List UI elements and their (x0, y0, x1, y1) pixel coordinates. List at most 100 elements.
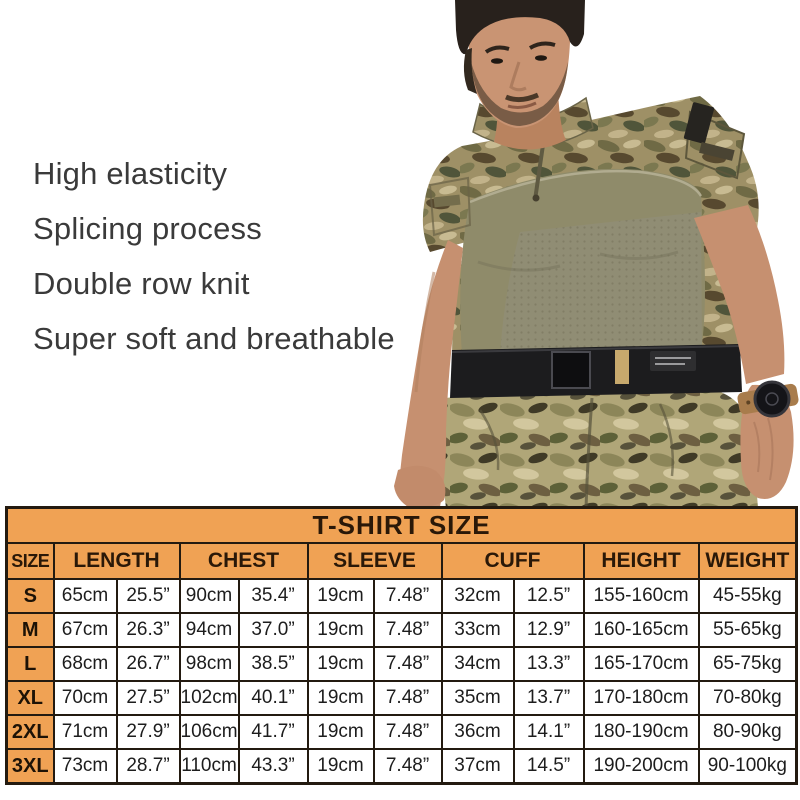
table-cell: 73cm (52, 748, 118, 785)
table-row: 2XL 71cm 27.9” 106cm 41.7” 19cm 7.48” 36… (5, 714, 798, 750)
table-cell: 26.7” (115, 646, 181, 682)
table-cell: 7.48” (372, 748, 443, 785)
table-cell: 165-170cm (582, 646, 700, 682)
mesh-panel (500, 212, 702, 354)
table-cell: 37.0” (237, 612, 309, 648)
watch-face (753, 380, 791, 418)
table-cell: 35cm (440, 680, 515, 716)
table-cell: 90-100kg (697, 748, 798, 785)
table-cell: 35.4” (237, 578, 309, 614)
col-header-chest: CHEST (178, 542, 309, 580)
table-cell: 34cm (440, 646, 515, 682)
table-cell: 70-80kg (697, 680, 798, 716)
hair (455, 0, 585, 55)
table-cell: 36cm (440, 714, 515, 750)
table-cell: 80-90kg (697, 714, 798, 750)
table-cell: 71cm (52, 714, 118, 750)
table-cell: 7.48” (372, 714, 443, 750)
size-label-cell: XL (5, 680, 55, 716)
belt-label (650, 351, 696, 371)
table-cell: 180-190cm (582, 714, 700, 750)
table-cell: 65-75kg (697, 646, 798, 682)
table-cell: 19cm (306, 714, 375, 750)
camo-trousers (442, 386, 758, 509)
table-cell: 13.3” (512, 646, 585, 682)
table-cell: 68cm (52, 646, 118, 682)
table-cell: 28.7” (115, 748, 181, 785)
size-table: T-SHIRT SIZE SIZE LENGTH CHEST SLEEVE CU… (5, 506, 799, 785)
table-cell: 32cm (440, 578, 515, 614)
table-cell: 70cm (52, 680, 118, 716)
belt-buckle (551, 351, 591, 389)
feature-list: High elasticity Splicing process Double … (33, 146, 395, 366)
table-cell: 7.48” (372, 612, 443, 648)
table-cell: 19cm (306, 680, 375, 716)
size-label-cell: 2XL (5, 714, 55, 750)
table-cell: 55-65kg (697, 612, 798, 648)
model-head (455, 0, 585, 150)
table-cell: 110cm (178, 748, 240, 785)
table-cell: 12.5” (512, 578, 585, 614)
table-cell: 7.48” (372, 646, 443, 682)
table-row: 3XL 73cm 28.7” 110cm 43.3” 19cm 7.48” 37… (5, 748, 798, 785)
col-header-height: HEIGHT (582, 542, 700, 580)
belt-keeper (615, 350, 629, 384)
table-cell: 26.3” (115, 612, 181, 648)
table-title-row: T-SHIRT SIZE (5, 506, 798, 544)
size-label-cell: M (5, 612, 55, 648)
col-header-length: LENGTH (52, 542, 181, 580)
model-left-arm (694, 205, 799, 499)
table-cell: 27.9” (115, 714, 181, 750)
size-label-cell: 3XL (5, 748, 55, 785)
product-photo (394, 0, 799, 509)
table-cell: 33cm (440, 612, 515, 648)
table-row: S 65cm 25.5” 90cm 35.4” 19cm 7.48” 32cm … (5, 578, 798, 614)
table-cell: 45-55kg (697, 578, 798, 614)
table-cell: 14.1” (512, 714, 585, 750)
table-cell: 90cm (178, 578, 240, 614)
table-title: T-SHIRT SIZE (5, 506, 798, 544)
table-cell: 38.5” (237, 646, 309, 682)
table-cell: 13.7” (512, 680, 585, 716)
table-cell: 19cm (306, 646, 375, 682)
table-cell: 67cm (52, 612, 118, 648)
camo-shirt (422, 96, 759, 358)
table-cell: 65cm (52, 578, 118, 614)
table-cell: 7.48” (372, 578, 443, 614)
table-cell: 19cm (306, 578, 375, 614)
table-row: M 67cm 26.3” 94cm 37.0” 19cm 7.48” 33cm … (5, 612, 798, 648)
zipper (533, 137, 546, 201)
table-row: L 68cm 26.7” 98cm 38.5” 19cm 7.48” 34cm … (5, 646, 798, 682)
table-row: XL 70cm 27.5” 102cm 40.1” 19cm 7.48” 35c… (5, 680, 798, 716)
tactical-belt (450, 344, 742, 398)
table-cell: 160-165cm (582, 612, 700, 648)
col-header-size: SIZE (5, 542, 55, 580)
right-hand (394, 465, 446, 508)
table-cell: 41.7” (237, 714, 309, 750)
col-header-cuff: CUFF (440, 542, 585, 580)
table-cell: 37cm (440, 748, 515, 785)
feature-line: Super soft and breathable (33, 321, 395, 356)
left-sleeve-pocket (428, 176, 472, 237)
table-cell: 25.5” (115, 578, 181, 614)
col-header-sleeve: SLEEVE (306, 542, 443, 580)
table-cell: 106cm (178, 714, 240, 750)
table-cell: 190-200cm (582, 748, 700, 785)
model-right-arm (394, 240, 463, 509)
table-cell: 19cm (306, 748, 375, 785)
feature-line: Splicing process (33, 211, 262, 246)
table-cell: 102cm (178, 680, 240, 716)
table-cell: 94cm (178, 612, 240, 648)
feature-line: Double row knit (33, 266, 250, 301)
table-cell: 40.1” (237, 680, 309, 716)
table-cell: 12.9” (512, 612, 585, 648)
col-header-weight: WEIGHT (697, 542, 798, 580)
table-cell: 155-160cm (582, 578, 700, 614)
table-cell: 19cm (306, 612, 375, 648)
size-label-cell: L (5, 646, 55, 682)
table-header-row: SIZE LENGTH CHEST SLEEVE CUFF HEIGHT WEI… (5, 542, 798, 580)
table-cell: 7.48” (372, 680, 443, 716)
table-cell: 27.5” (115, 680, 181, 716)
model-photo-svg (394, 0, 799, 509)
